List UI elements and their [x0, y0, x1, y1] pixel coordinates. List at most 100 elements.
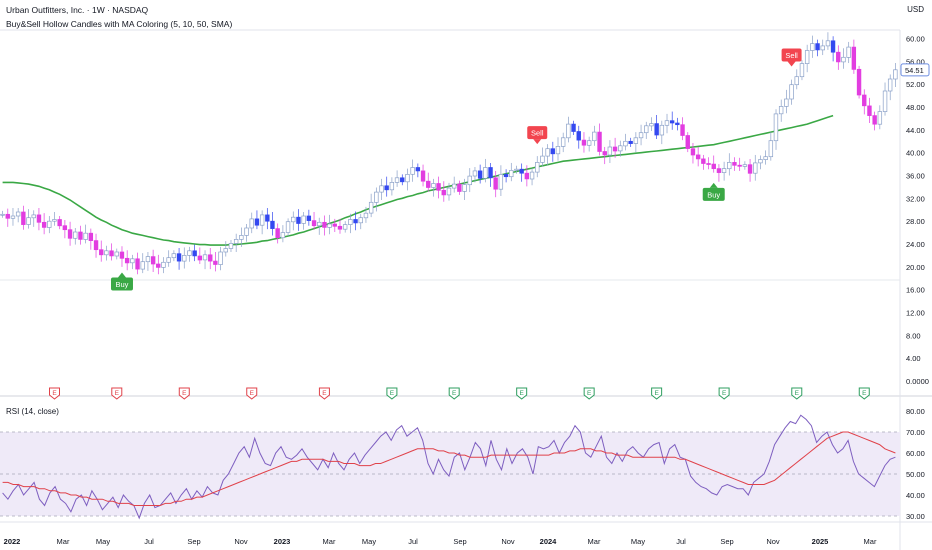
time-tick-label: Jul — [408, 537, 418, 546]
rsi-tick-label: 30.00 — [906, 512, 925, 521]
price-tick-label: 4.00 — [906, 354, 921, 363]
rsi-tick-label: 80.00 — [906, 407, 925, 416]
candle-body — [566, 123, 571, 139]
candle-body — [228, 243, 234, 249]
candle-body — [472, 170, 478, 177]
candle-body — [10, 215, 16, 219]
sell-marker — [781, 48, 802, 62]
candle-body — [799, 63, 805, 78]
earnings-label: E — [795, 390, 800, 397]
candle-body — [306, 215, 312, 221]
candle-body — [322, 221, 327, 228]
earnings-label: E — [250, 390, 255, 397]
candle-body — [675, 122, 680, 126]
buy-label: Buy — [116, 280, 129, 289]
candle-body — [498, 174, 504, 190]
candle-body — [695, 154, 701, 160]
candle-body — [93, 240, 99, 251]
candle-body — [742, 164, 748, 167]
time-tick-label: Sep — [187, 537, 200, 546]
candle-body — [597, 131, 602, 152]
earnings-label: E — [52, 390, 57, 397]
candle-body — [259, 214, 265, 226]
candle-body — [680, 124, 685, 136]
price-tick-label: 52.00 — [906, 80, 925, 89]
earnings-label: E — [654, 390, 659, 397]
candle-body — [862, 94, 867, 107]
candle-body — [867, 105, 872, 116]
candle-body — [462, 184, 467, 192]
candle-body — [327, 223, 332, 228]
sell-marker — [527, 126, 548, 140]
price-tick-label: 48.00 — [906, 103, 925, 112]
earnings-label: E — [115, 390, 120, 397]
buy-label: Buy — [707, 190, 720, 199]
candle-body — [213, 260, 218, 265]
candle-body — [509, 170, 514, 178]
last-price-badge — [900, 63, 930, 77]
candle-body — [337, 225, 343, 230]
time-tick-label: May — [362, 537, 376, 546]
rsi-tick-label: 60.00 — [906, 449, 925, 458]
sell-marker-arrow — [787, 61, 796, 67]
candle-body — [711, 163, 716, 170]
candle-body — [514, 168, 519, 171]
candle-body — [628, 140, 633, 144]
earnings-marker — [651, 387, 663, 400]
candle-body — [535, 162, 540, 173]
candle-body — [441, 189, 446, 196]
candle-body — [342, 224, 348, 230]
candle-body — [550, 148, 555, 155]
candle-body — [815, 43, 820, 51]
candle-body — [176, 253, 182, 262]
candle-body — [26, 217, 31, 225]
candle-body — [457, 183, 462, 192]
time-tick-label: Sep — [720, 537, 733, 546]
candle-body — [753, 162, 758, 174]
time-tick-label: Nov — [501, 537, 515, 546]
candle-body — [171, 253, 177, 259]
candle-body — [0, 213, 5, 216]
candle-body — [280, 232, 286, 239]
candle-body — [394, 177, 400, 183]
candle-body — [737, 164, 742, 167]
candle-body — [124, 257, 130, 264]
candle-body — [659, 124, 665, 136]
candle-body — [374, 191, 379, 203]
earnings-label: E — [452, 390, 457, 397]
candle-body — [529, 171, 535, 180]
candle-body — [405, 174, 410, 183]
candle-body — [524, 172, 530, 180]
candle-body — [701, 158, 706, 164]
candle-body — [161, 261, 166, 268]
candle-body — [150, 256, 156, 265]
candle-body — [67, 229, 73, 239]
candle-body — [31, 214, 36, 219]
candle-body — [197, 255, 203, 261]
candle-body — [732, 162, 737, 166]
candle-body — [488, 167, 493, 179]
candle-body — [560, 137, 566, 147]
candle-body — [420, 170, 426, 182]
candle-body — [571, 123, 576, 132]
candle-body — [400, 177, 405, 183]
candle-body — [426, 180, 431, 188]
candle-body — [114, 251, 119, 257]
candle-body — [477, 170, 483, 179]
last-price-label: 54.51 — [905, 66, 924, 75]
candle-body — [830, 40, 836, 53]
candle-body — [265, 214, 270, 222]
candle-body — [130, 258, 135, 264]
earnings-label: E — [722, 390, 727, 397]
candle-body — [104, 250, 109, 256]
candle-body — [317, 221, 322, 227]
earnings-marker — [178, 387, 190, 400]
candle-body — [332, 223, 337, 227]
candle-body — [607, 146, 613, 156]
earnings-label: E — [587, 390, 592, 397]
time-tick-label: 2024 — [540, 537, 558, 546]
currency-label[interactable]: USD — [907, 5, 924, 14]
candle-body — [758, 159, 763, 164]
candles-group — [0, 32, 898, 275]
